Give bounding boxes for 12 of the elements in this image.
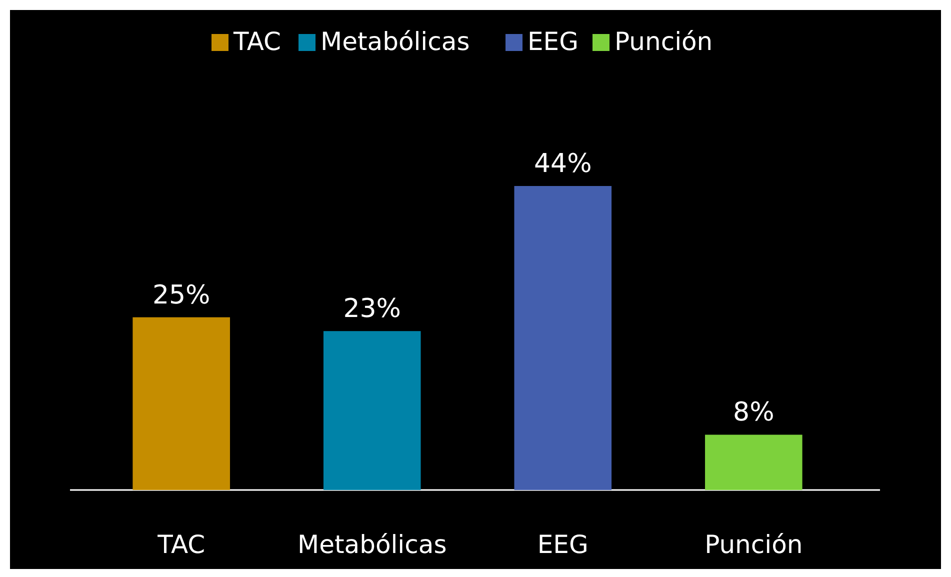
legend-label: Metabólicas	[320, 27, 470, 56]
data-label: 8%	[733, 398, 774, 428]
x-tick-label: TAC	[156, 530, 206, 559]
x-tick-label: Metabólicas	[298, 530, 447, 559]
data-label: 44%	[534, 149, 592, 179]
data-label: 25%	[152, 280, 210, 310]
x-tick-label: EEG	[537, 530, 588, 559]
legend-label: TAC	[232, 27, 281, 56]
legend-label: EEG	[528, 27, 578, 56]
data-label: 23%	[343, 294, 402, 324]
legend-label: Punción	[614, 27, 713, 56]
x-tick-label: Punción	[704, 530, 803, 559]
